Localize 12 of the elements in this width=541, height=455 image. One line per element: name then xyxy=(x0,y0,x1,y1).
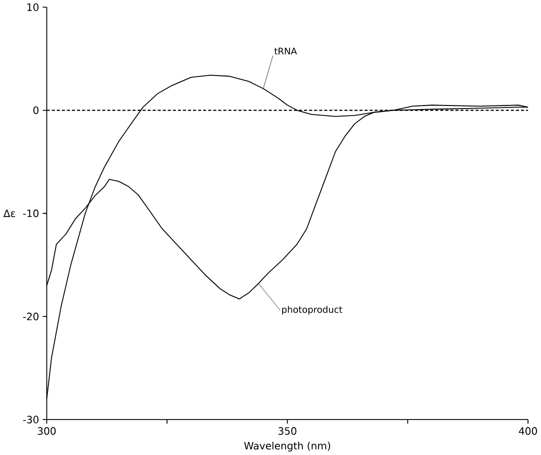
text: photoproduct xyxy=(282,306,342,315)
x-tick-label: 350 xyxy=(278,427,296,435)
y-tick-label: -30 xyxy=(23,416,38,424)
y-tick-label: -20 xyxy=(23,312,38,320)
text: tRNA xyxy=(274,48,297,54)
y-tick-label: 10 xyxy=(27,3,38,12)
y-tick-label: -10 xyxy=(23,210,38,218)
x-tick-label: 300 xyxy=(38,427,56,435)
y-tick-label: 0 xyxy=(33,106,38,114)
x-axis-title: Wavelength (nm) xyxy=(244,442,330,452)
y-axis-title: Δε xyxy=(3,210,16,218)
x-tick-label: 400 xyxy=(518,427,537,435)
